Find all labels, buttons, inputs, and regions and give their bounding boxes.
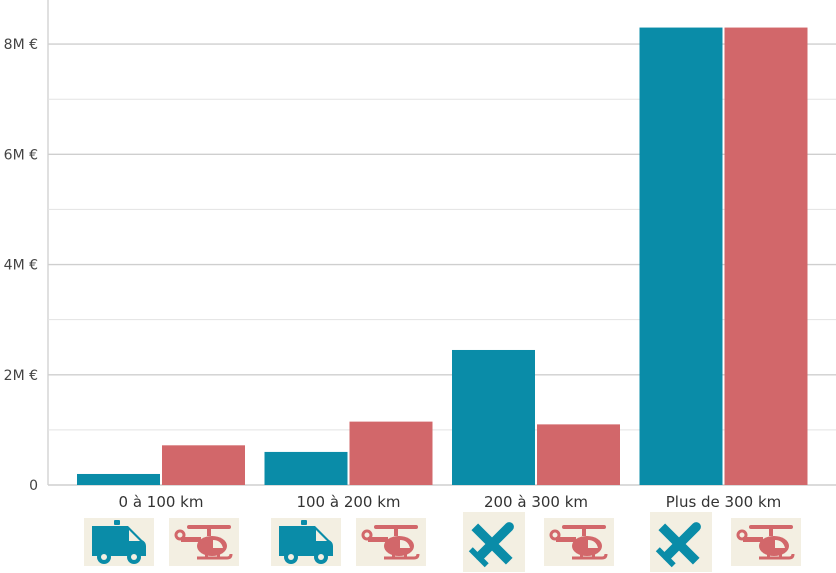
ambulance-icon <box>271 518 341 566</box>
y-axis-ticks: 0 2M € 4M € 6M € 8M € <box>4 37 38 494</box>
x-category-label: Plus de 300 km <box>666 493 782 511</box>
bar <box>537 424 620 485</box>
helicopter-icon <box>543 518 614 566</box>
bar <box>452 349 535 485</box>
bar <box>349 421 433 485</box>
bar <box>77 473 160 485</box>
helicopter-icon <box>731 518 801 566</box>
bar <box>639 27 723 485</box>
bar <box>724 27 808 485</box>
helicopter-icon <box>168 518 239 566</box>
bars <box>77 27 808 485</box>
y-tick-label: 0 <box>29 478 38 494</box>
y-tick-label: 6M € <box>4 147 38 163</box>
y-tick-label: 8M € <box>4 37 38 53</box>
x-category-label: 200 à 300 km <box>484 493 588 511</box>
x-category-label: 100 à 200 km <box>296 493 400 511</box>
y-tick-label: 4M € <box>4 258 38 274</box>
x-category-label: 0 à 100 km <box>119 493 204 511</box>
helicopter-icon <box>356 518 426 566</box>
y-tick-label: 2M € <box>4 368 38 384</box>
airplane-icon <box>650 512 712 572</box>
ambulance-icon <box>83 518 154 566</box>
bar <box>264 451 348 485</box>
airplane-icon <box>462 512 525 572</box>
bar <box>162 445 245 485</box>
x-axis-categories: 0 à 100 km 100 à 200 km 200 à 300 km Plus d… <box>119 493 782 511</box>
